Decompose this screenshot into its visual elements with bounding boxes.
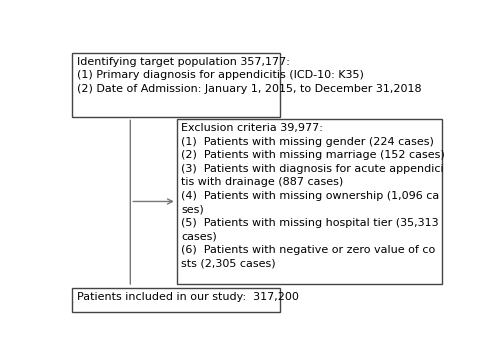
FancyBboxPatch shape (72, 288, 280, 312)
Text: Patients included in our study:  317,200: Patients included in our study: 317,200 (77, 292, 298, 303)
Text: Identifying target population 357,177:
(1) Primary diagnosis for appendicitis (I: Identifying target population 357,177: (… (77, 57, 422, 94)
Text: Exclusion criteria 39,977:
(1)  Patients with missing gender (224 cases)
(2)  Pa: Exclusion criteria 39,977: (1) Patients … (182, 123, 445, 269)
FancyBboxPatch shape (72, 53, 280, 117)
FancyBboxPatch shape (177, 119, 442, 284)
